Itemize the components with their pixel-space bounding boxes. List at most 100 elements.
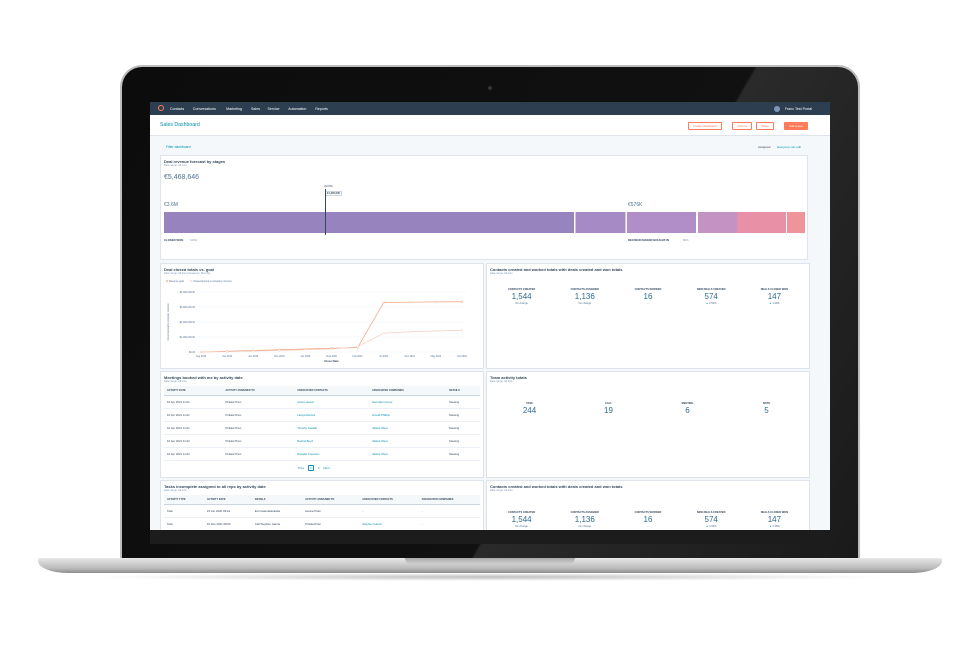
filter-link[interactable]: Filter dashboard — [166, 145, 191, 149]
cell: Ecri kwandelaukaba — [251, 504, 303, 518]
widget-title: Deal closed totals vs. goal — [164, 267, 215, 272]
laptop-notch — [405, 558, 575, 564]
page-link[interactable]: 1 — [308, 465, 314, 471]
link-cell[interactable]: Valdez-West — [368, 421, 447, 435]
column-header[interactable]: ACTIVITY ASSIGNED TO — [302, 495, 360, 505]
link-cell[interactable]: Latoya Ramos — [294, 408, 369, 422]
cell: Hanna Pram — [302, 504, 360, 518]
left-value: €3.6M — [164, 202, 178, 208]
stat: MEETING 6 — [648, 402, 727, 415]
stat-label: DEALS CLOSED WON — [760, 511, 789, 514]
link-cell[interactable]: Stephen Garcia — [359, 517, 419, 530]
stat-change: No change — [515, 302, 528, 305]
nav-item[interactable]: Conversations — [192, 106, 216, 111]
column-header[interactable]: ACTIVITY DATE — [164, 386, 223, 396]
stat: DEALS CLOSED WON1471.38% — [743, 511, 806, 528]
point — [225, 350, 229, 353]
table: ACTIVITY DATE ACTIVITY ASSIGNED TO ASSOCIA… — [164, 386, 480, 461]
link-cell[interactable]: Valdez-West — [368, 434, 447, 448]
link-cell[interactable]: Gonzalez Group — [368, 395, 447, 409]
column-header[interactable]: ASSOCIATED CONTACTS — [359, 495, 419, 505]
x-tick-label: Jan 2019 — [222, 355, 233, 358]
page-link[interactable]: 2 — [317, 466, 320, 470]
link-cell[interactable]: Valdez-West — [368, 447, 447, 461]
avatar[interactable] — [774, 105, 780, 112]
stat-value: 147 — [767, 515, 782, 524]
cell: 16 Apr 2021 11:22 — [164, 434, 223, 448]
point — [278, 349, 281, 352]
table: ACTIVITY TYPE ACTIVITY DATE DETAILS ACTIVIT… — [164, 495, 480, 530]
stat-label: CALL — [605, 402, 612, 405]
x-tick-label: Dec 2021 — [405, 355, 416, 358]
x-tick-label: Apr 2020 — [301, 355, 311, 358]
date-range: Date range: All time — [490, 272, 513, 275]
nav-item[interactable]: Service — [267, 106, 280, 111]
table-row: 16 Apr 2021 11:21 Pinkka Pram Latoya Ramos… — [164, 408, 480, 422]
column-header[interactable]: ASSOCIATED COMPANIES — [368, 386, 447, 396]
nav-item[interactable]: Marketing — [226, 106, 242, 111]
stat-change: – — [647, 302, 649, 305]
point — [304, 348, 307, 351]
link-cell[interactable]: Anna Lawson — [294, 395, 369, 409]
point — [434, 300, 437, 303]
link-cell[interactable]: Timothy Castillo — [294, 421, 369, 435]
column-header[interactable]: DETAILS — [446, 386, 480, 396]
cell: Meeting — [446, 408, 480, 422]
cell: Pinkka Pram — [222, 447, 295, 461]
point — [330, 347, 333, 351]
date-range: Date range: All time — [490, 380, 513, 383]
link-cell[interactable]: Danielle Freeman — [294, 447, 369, 461]
column-header[interactable]: ACTIVITY DATE — [203, 495, 252, 505]
stat: CONTACTS CREATED 1,544 No change — [490, 511, 553, 528]
table-row: Task 19 Nov 2021 08:00 Call Stephen Garcia… — [164, 517, 480, 530]
left-pct: 100% — [190, 238, 198, 242]
portal-name[interactable]: Franc Test Portal — [784, 106, 812, 111]
quota-value: €1,300,000 — [325, 191, 342, 196]
create-dashboard-button[interactable]: Create dashboard — [687, 122, 722, 130]
column-header[interactable]: ASSOCIATED COMPANIES — [418, 495, 480, 505]
forecast-widget: Deal revenue forecast by stages Date ran… — [160, 155, 808, 260]
pagination: Prev 1 2 Next — [296, 465, 332, 471]
link-cell[interactable]: Arnold-Phillips — [368, 408, 447, 422]
stat: CONTACTS ASSIGNED 1,136 No change — [553, 288, 616, 305]
column-header[interactable]: ACTIVITY TYPE — [164, 495, 204, 505]
stat-label: CONTACTS CREATED — [507, 288, 536, 291]
stat-value: 19 — [604, 406, 613, 415]
point — [408, 330, 411, 333]
cell: Meeting — [446, 447, 480, 461]
nav-item[interactable]: Reports — [315, 106, 328, 111]
logo[interactable] — [158, 105, 164, 111]
column-header[interactable]: ACTIVITY ASSIGNED TO — [222, 386, 295, 396]
page-link[interactable]: Next — [323, 466, 330, 470]
cell: Meeting — [446, 434, 480, 448]
access-link[interactable]: Everyone can edit — [777, 145, 802, 149]
header-row: ACTIVITY TYPE ACTIVITY DATE DETAILS ACTIVIT… — [164, 495, 480, 505]
dashboard-title[interactable]: Sales Dashboard — [160, 122, 200, 128]
table-row: 16 Apr 2021 11:21 Pinkka Pram Timothy Cast… — [164, 421, 480, 435]
goal-chart-widget: Deal closed totals vs. goal Date range: … — [160, 263, 484, 369]
cell: - — [418, 504, 480, 518]
nav-item[interactable]: Sales — [251, 106, 260, 111]
share-button[interactable]: Share — [755, 122, 774, 130]
line-chart: Revenue goal Closed amount in company cur… — [165, 279, 468, 363]
stat-value: 147 — [767, 292, 782, 301]
x-tick-label: Aug 2018 — [196, 355, 207, 358]
actions-button[interactable]: Actions — [732, 122, 752, 130]
date-range: Date range: All time — [164, 380, 187, 383]
column-header[interactable]: DETAILS — [251, 495, 303, 505]
page-link[interactable]: Prev — [298, 466, 305, 470]
point — [382, 301, 385, 304]
stat: TASK 244 — [490, 402, 569, 415]
cell: 19 Nov 2021 08:00 — [203, 517, 252, 530]
stat: NEW DEALS CREATED5740.53% — [680, 511, 743, 528]
column-header[interactable]: ASSOCIATED CONTACTS — [294, 386, 369, 396]
stat-value: 16 — [643, 292, 653, 301]
widget-title: Deal revenue forecast by stages — [164, 159, 226, 164]
stat-label: CONTACTS ASSIGNED — [570, 288, 599, 291]
link-cell[interactable]: Rachel Boyd — [294, 434, 369, 448]
stat: CONTACTS CREATED 1,544 No change — [490, 288, 553, 305]
widget-title: Meetings booked with me by activity date — [164, 375, 243, 380]
add-report-button[interactable]: Add report — [783, 122, 808, 130]
nav-item[interactable]: Automation — [288, 106, 307, 111]
nav-item[interactable]: Contacts — [170, 106, 185, 111]
